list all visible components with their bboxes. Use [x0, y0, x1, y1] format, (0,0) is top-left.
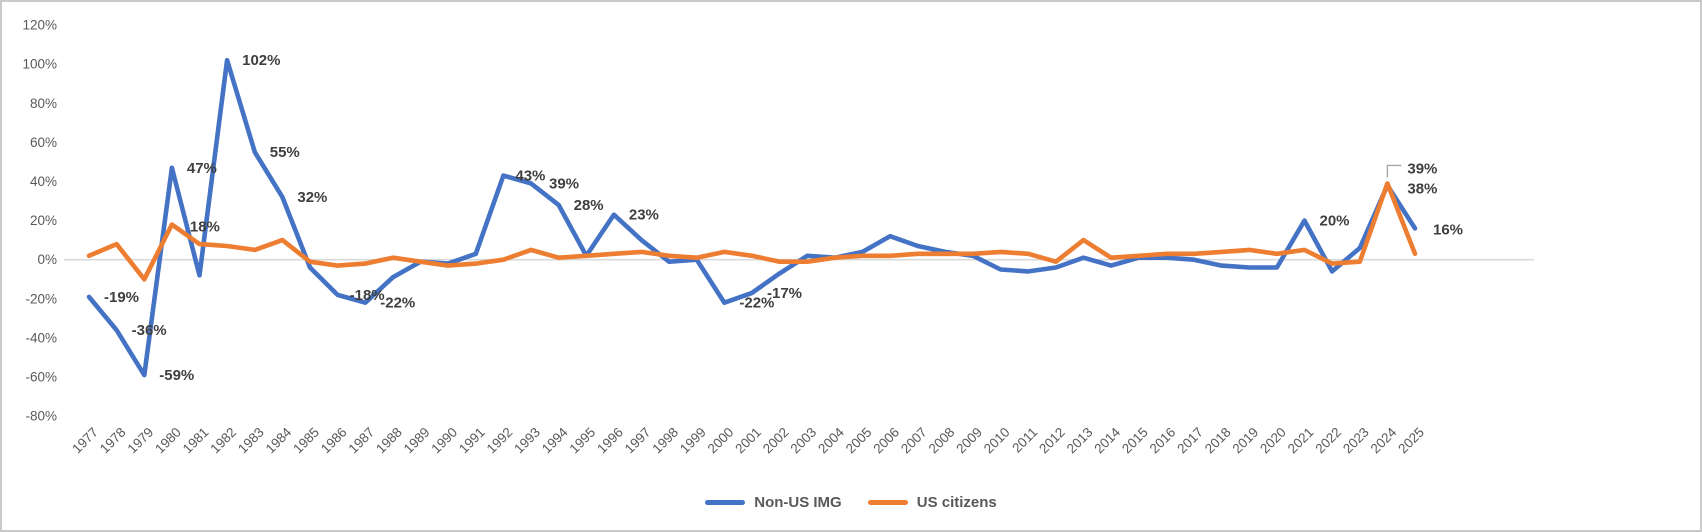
- data-label: -19%: [104, 289, 139, 306]
- x-axis-label: 2021: [1285, 425, 1317, 457]
- legend-swatch-non-us-img: [705, 500, 746, 505]
- x-axis-label: 2000: [705, 425, 737, 457]
- x-axis-label: 2006: [870, 425, 902, 457]
- x-axis-label: 2002: [760, 425, 792, 457]
- data-label: 43%: [515, 168, 545, 185]
- x-axis-label: 1991: [456, 425, 488, 457]
- x-axis-label: 2005: [843, 425, 875, 457]
- y-axis-label: 120%: [22, 18, 57, 33]
- y-axis-label: 60%: [30, 135, 57, 150]
- y-axis-label: 0%: [37, 252, 57, 267]
- legend-label-non-us-img: Non-US IMG: [754, 494, 842, 511]
- x-axis-label: 1997: [622, 425, 654, 457]
- x-axis-label: 2013: [1064, 425, 1096, 457]
- x-axis-label: 2008: [926, 425, 958, 457]
- x-axis-label: 1989: [401, 425, 433, 457]
- y-axis-label: 40%: [30, 174, 57, 189]
- x-axis-label: 2020: [1257, 425, 1289, 457]
- x-axis-label: 1978: [97, 425, 129, 457]
- x-axis-label: 2007: [898, 425, 930, 457]
- legend-label-us-citizens: US citizens: [916, 494, 997, 511]
- x-axis-label: 1992: [484, 425, 516, 457]
- y-axis-label: 20%: [30, 213, 57, 228]
- data-label: -17%: [767, 285, 802, 302]
- x-axis-label: 2018: [1202, 425, 1234, 457]
- x-axis-label: 2015: [1119, 425, 1151, 457]
- data-label: 28%: [574, 197, 604, 214]
- x-axis-label: 1996: [594, 425, 626, 457]
- data-label: 55%: [270, 144, 300, 161]
- series-line-us-citizens: [86, 181, 1418, 282]
- x-axis-label: 1979: [125, 425, 157, 457]
- x-axis-label: 2025: [1395, 425, 1427, 457]
- data-label: -59%: [159, 367, 194, 384]
- x-axis-label: 1987: [346, 425, 378, 457]
- data-label: 23%: [629, 207, 659, 224]
- x-axis-label: 1985: [290, 425, 322, 457]
- legend-swatch-us-citizens: [867, 500, 908, 505]
- x-axis-label: 1999: [677, 425, 709, 457]
- x-axis-label: 2014: [1091, 424, 1123, 456]
- data-label: 102%: [242, 52, 280, 69]
- y-axis-label: 100%: [22, 57, 57, 72]
- data-label: -22%: [380, 295, 415, 312]
- data-label: -36%: [132, 322, 167, 339]
- data-label: 38%: [1407, 180, 1437, 197]
- x-axis-label: 2024: [1368, 424, 1400, 456]
- x-axis-label: 2022: [1312, 425, 1344, 457]
- y-axis-label: -40%: [25, 330, 57, 345]
- series-line-non-us-img: [86, 57, 1418, 378]
- data-label: -22%: [739, 295, 774, 312]
- x-axis-label: 1977: [69, 425, 101, 457]
- x-axis-label: 2001: [732, 425, 764, 457]
- x-axis-label: 2009: [953, 425, 985, 457]
- y-axis-label: 80%: [30, 96, 57, 111]
- data-label: 20%: [1320, 213, 1350, 230]
- x-axis-label: 1993: [511, 425, 543, 457]
- y-axis-label: -80%: [25, 409, 57, 424]
- x-axis-label: 1986: [318, 425, 350, 457]
- x-axis-label: 1995: [567, 425, 599, 457]
- x-axis-label: 2017: [1174, 425, 1206, 457]
- x-axis-label: 1982: [207, 425, 239, 457]
- x-axis-label: 1988: [373, 425, 405, 457]
- x-axis-label: 2016: [1147, 425, 1179, 457]
- x-axis-label: 1983: [235, 425, 267, 457]
- x-axis-label: 2004: [815, 424, 847, 456]
- x-axis-label: 2019: [1230, 425, 1262, 457]
- x-axis-label: 2003: [788, 425, 820, 457]
- y-axis-label: -20%: [25, 291, 57, 306]
- x-axis-label: 2023: [1340, 425, 1372, 457]
- data-label: 39%: [1407, 160, 1437, 177]
- x-axis-label: 1980: [152, 425, 184, 457]
- x-axis-label: 2010: [981, 425, 1013, 457]
- x-axis-label: 1994: [539, 424, 571, 456]
- x-axis-label: 1990: [428, 425, 460, 457]
- data-label: 16%: [1433, 221, 1463, 238]
- chart-legend: Non-US IMG US citizens: [2, 494, 1700, 511]
- data-label: -18%: [350, 287, 385, 304]
- data-label: 39%: [549, 175, 579, 192]
- data-label-leader-line: [1386, 164, 1402, 178]
- legend-item-us-citizens[interactable]: US citizens: [867, 494, 997, 511]
- data-label: 18%: [190, 218, 220, 235]
- legend-item-non-us-img[interactable]: Non-US IMG: [705, 494, 842, 511]
- x-axis-label: 2012: [1036, 425, 1068, 457]
- y-axis-label: -60%: [25, 370, 57, 385]
- data-label: 32%: [297, 189, 327, 206]
- x-axis-label: 1981: [180, 425, 212, 457]
- x-axis-label: 1984: [263, 424, 295, 456]
- x-axis-label: 2011: [1009, 425, 1040, 456]
- x-axis-label: 1998: [649, 425, 681, 457]
- data-label: 47%: [187, 160, 217, 177]
